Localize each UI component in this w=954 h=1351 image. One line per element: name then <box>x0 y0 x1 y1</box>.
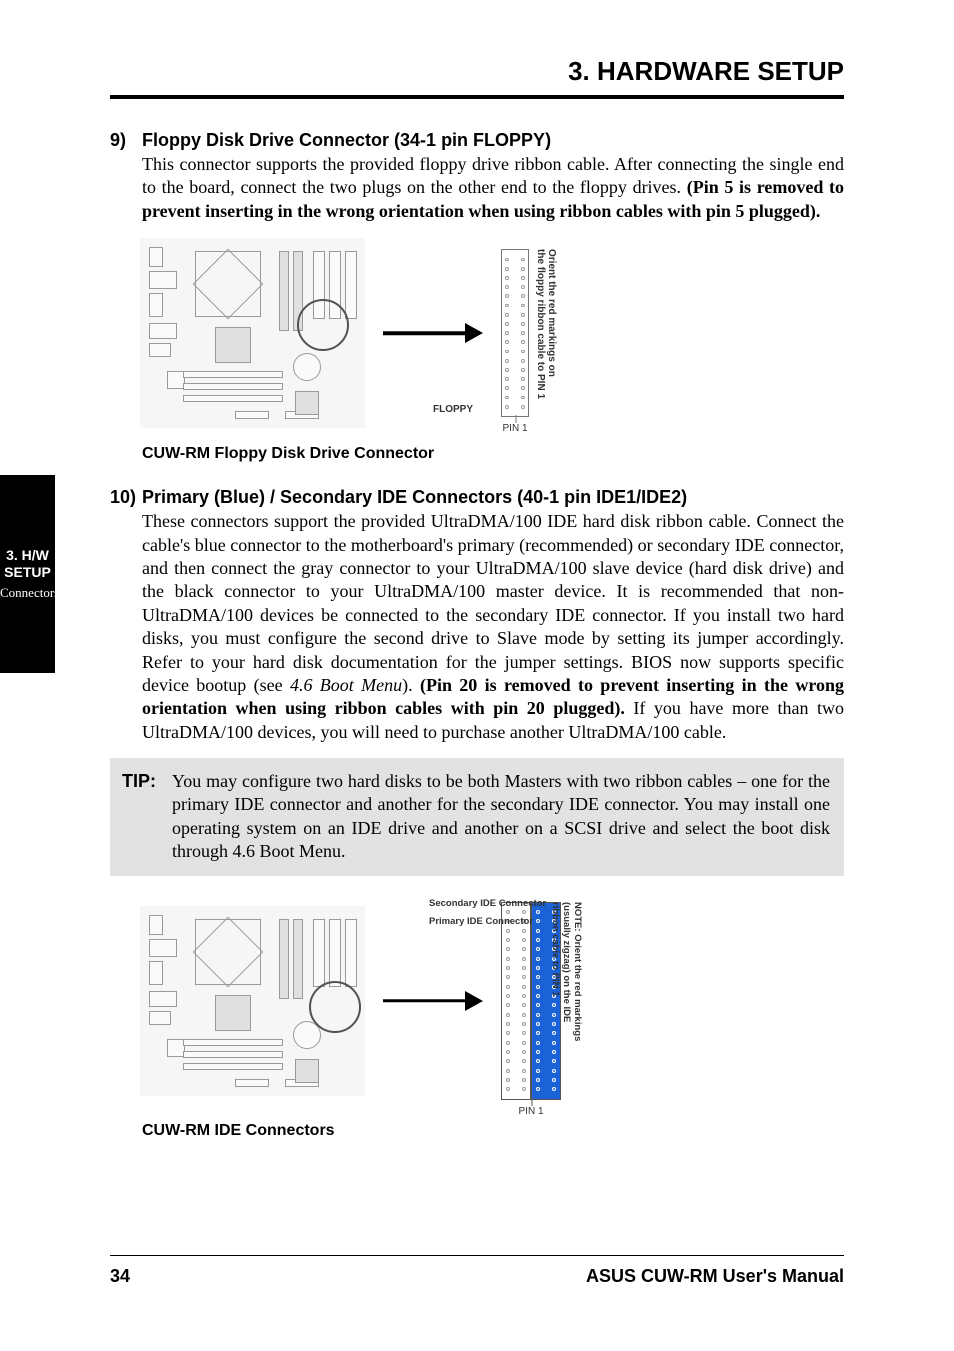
arrow-icon <box>383 991 483 1011</box>
footer: 34 ASUS CUW-RM User's Manual <box>110 1255 844 1287</box>
side-tab-title: 3. H/W SETUP <box>0 547 55 581</box>
arrow-icon <box>383 323 483 343</box>
item-10-desc: These connectors support the provided Ul… <box>142 510 844 744</box>
item-10: 10) Primary (Blue) / Secondary IDE Conne… <box>110 487 844 744</box>
ide-diagram-row: Secondary IDE Connector Primary IDE Conn… <box>140 892 844 1110</box>
motherboard-illustration-floppy <box>140 238 365 428</box>
ide-pin1-label: PIN 1 <box>518 1106 543 1117</box>
header-rule <box>110 95 844 99</box>
item-9: 9) Floppy Disk Drive Connector (34-1 pin… <box>110 130 844 223</box>
item-9-desc: This connector supports the provided flo… <box>142 153 844 223</box>
item-9-body: Floppy Disk Drive Connector (34-1 pin FL… <box>142 130 844 223</box>
ide-labels-left: Secondary IDE Connector Primary IDE Conn… <box>429 898 546 929</box>
tip-box: TIP: You may configure two hard disks to… <box>110 758 844 876</box>
floppy-orientation-label: Orient the red markings on the floppy ri… <box>535 249 557 399</box>
item-9-number: 9) <box>110 130 142 223</box>
floppy-diagram-caption: CUW-RM Floppy Disk Drive Connector <box>142 445 844 463</box>
floppy-connector-label: FLOPPY <box>433 404 473 415</box>
item-10-body: Primary (Blue) / Secondary IDE Connector… <box>142 487 844 744</box>
footer-page-number: 34 <box>110 1266 130 1287</box>
floppy-connector-block: FLOPPY Orient the red markings on the fl… <box>501 249 529 417</box>
tip-text: You may configure two hard disks to be b… <box>172 770 830 864</box>
side-tab: 3. H/W SETUP Connectors <box>0 475 55 673</box>
footer-doc-title: ASUS CUW-RM User's Manual <box>586 1266 844 1287</box>
ide-diagram-caption: CUW-RM IDE Connectors <box>142 1122 844 1140</box>
item-10-title: Primary (Blue) / Secondary IDE Connector… <box>142 487 844 508</box>
floppy-pin1-label: PIN 1 <box>502 423 527 434</box>
floppy-connector <box>501 249 529 417</box>
side-tab-subtitle: Connectors <box>0 585 55 601</box>
section-header: 3. HARDWARE SETUP <box>110 56 844 87</box>
item-9-title: Floppy Disk Drive Connector (34-1 pin FL… <box>142 130 844 151</box>
page: 3. HARDWARE SETUP 3. H/W SETUP Connector… <box>0 0 954 1351</box>
ide-connector-block: Secondary IDE Connector Primary IDE Conn… <box>501 902 561 1100</box>
content-area: 9) Floppy Disk Drive Connector (34-1 pin… <box>110 130 844 1164</box>
motherboard-illustration-ide <box>140 906 365 1096</box>
item-10-number: 10) <box>110 487 142 744</box>
ide-orientation-note: NOTE: Orient the red markings (usually z… <box>550 902 583 1041</box>
ide-secondary-connector <box>501 902 531 1100</box>
floppy-diagram-row: FLOPPY Orient the red markings on the fl… <box>140 233 844 433</box>
tip-label: TIP: <box>118 770 172 864</box>
